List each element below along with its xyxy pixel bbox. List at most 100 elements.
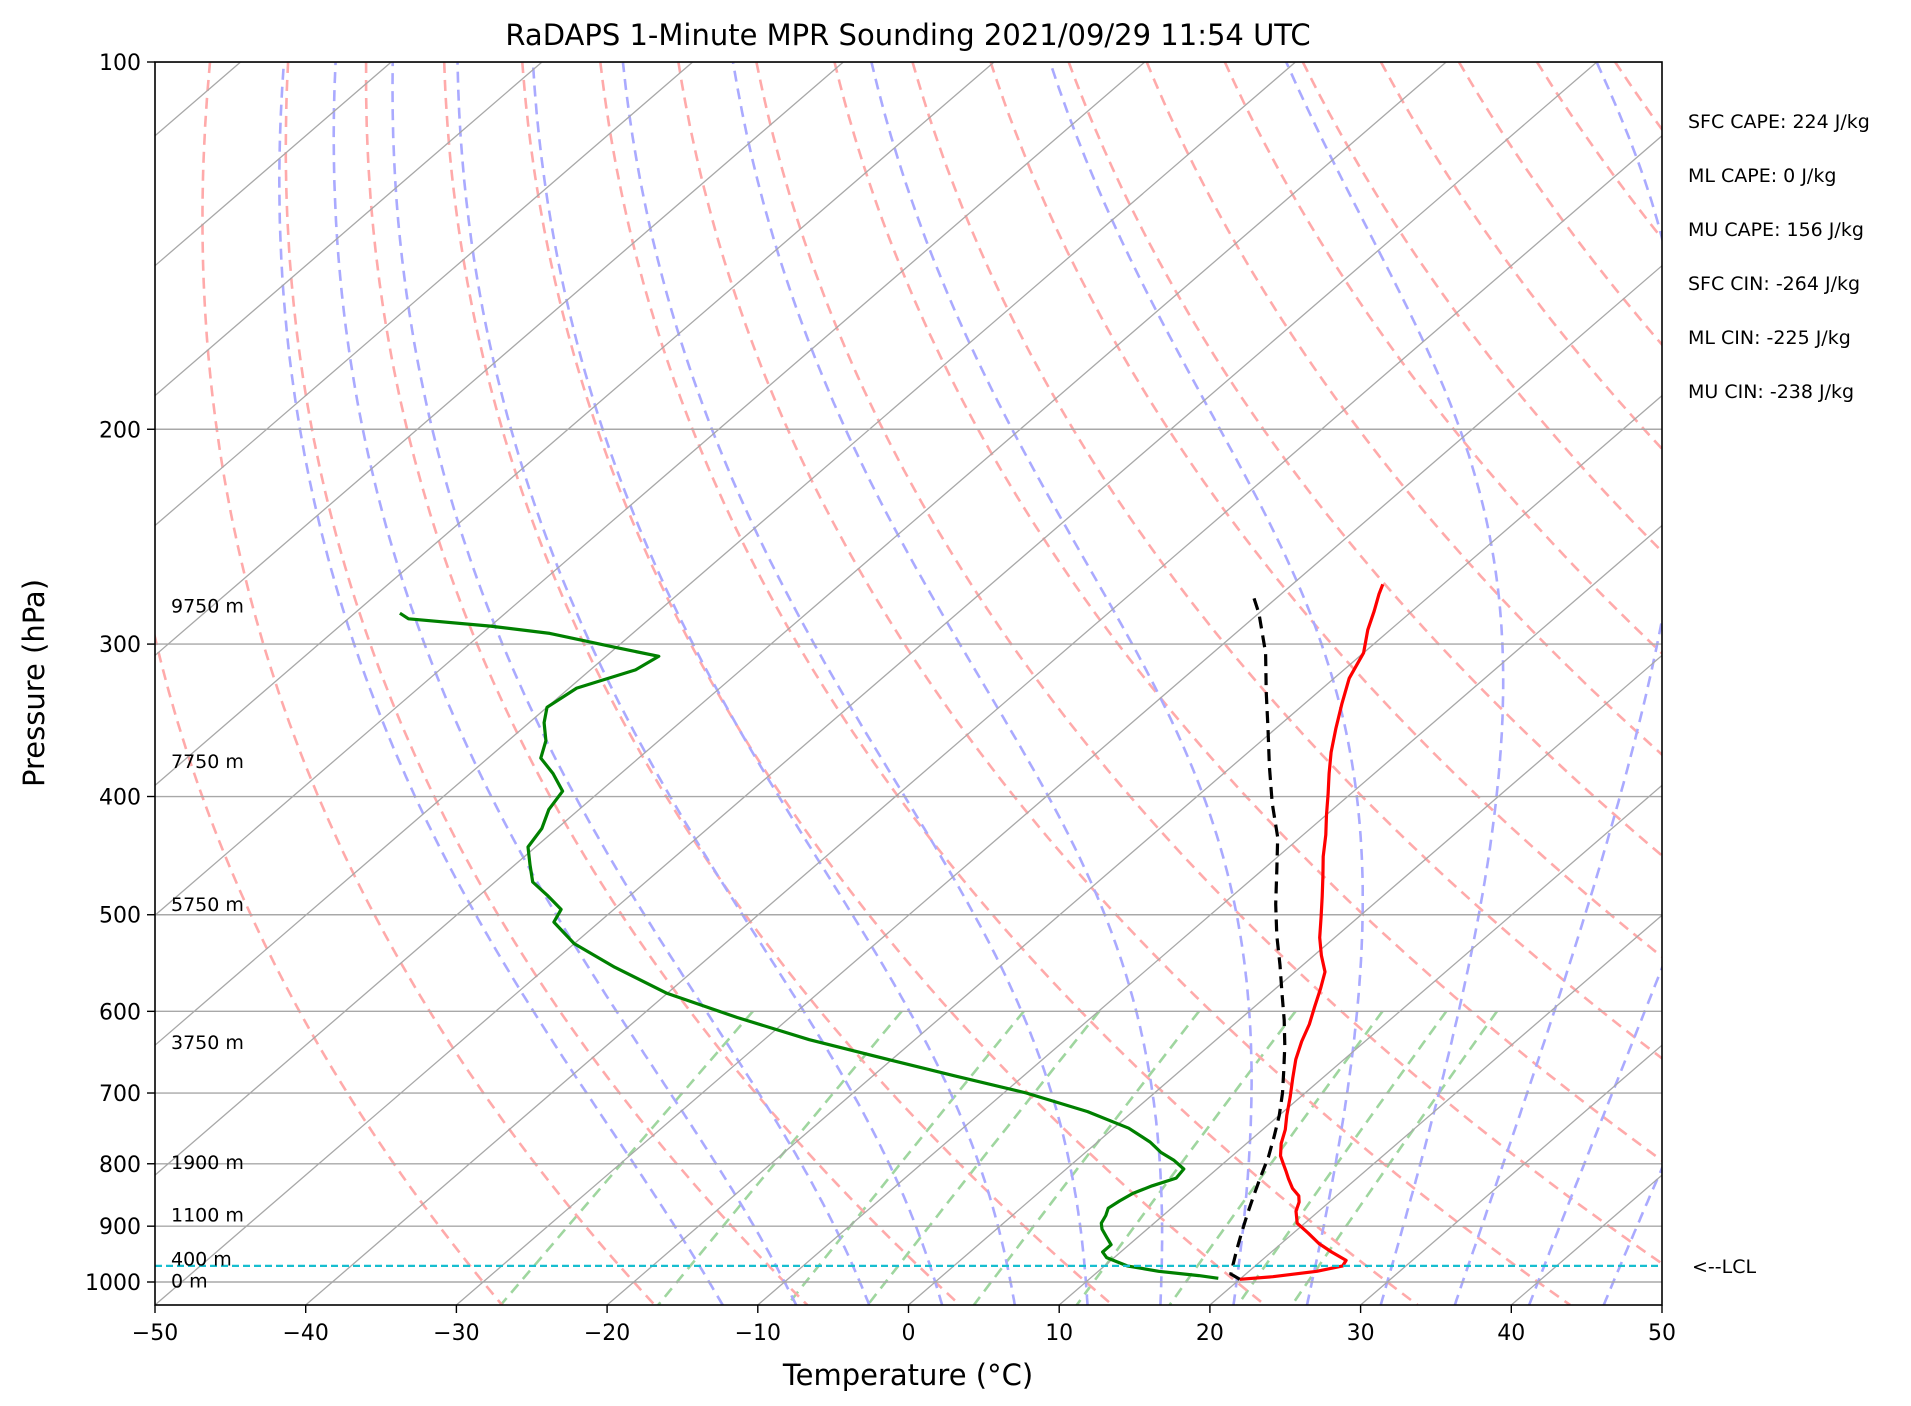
x-tick-label: 40 (1497, 1321, 1525, 1346)
moist-adiabat-line (277, 62, 725, 1305)
height-label: 1900 m (171, 1152, 244, 1174)
moist-adiabat-line (391, 62, 871, 1305)
dry-adiabat-line (364, 62, 961, 1305)
mixing-ratio-line (866, 1010, 1101, 1305)
plot-frame (154, 61, 1663, 1306)
moist-adiabat-line (332, 62, 798, 1305)
dry-adiabat-line (284, 62, 809, 1305)
y-tick-label: 700 (99, 1082, 141, 1107)
x-tick-label: 10 (1045, 1321, 1073, 1346)
height-label: 7750 m (171, 751, 244, 773)
dry-adiabat-line (1301, 62, 1662, 554)
isotherm-line (155, 62, 1447, 1176)
y-tick-label: 800 (99, 1153, 141, 1178)
y-tick-label: 300 (99, 633, 141, 658)
isotherm-line (155, 62, 1598, 1305)
x-axis-label: Temperature (°C) (782, 1358, 1033, 1392)
mixing-ratio-line (657, 1010, 903, 1305)
mixing-ratio-line (1236, 1010, 1448, 1305)
height-label: 1100 m (171, 1204, 244, 1226)
dry-adiabat-line (1614, 62, 1662, 132)
x-tick-label: 50 (1648, 1321, 1676, 1346)
isotherm-line (1661, 1304, 1662, 1305)
temperature-profile-line (1239, 583, 1385, 1281)
moist-adiabat-line (1602, 1164, 1662, 1305)
dry-adiabat-line (1457, 62, 1662, 347)
dry-adiabat-line (755, 62, 1662, 1266)
grid-lines (155, 62, 1662, 1305)
sounding-series (399, 583, 1385, 1281)
dry-adiabat-line (442, 62, 1114, 1305)
dry-adiabats (155, 62, 1911, 1305)
y-tick-label: 200 (99, 418, 141, 443)
y-tick-label: 900 (99, 1215, 141, 1240)
plot-area: 9750 m 7750 m 5750 m 3750 m 1900 m 1100 m 400 … (155, 62, 1911, 1305)
parcel-profile-line (1229, 597, 1287, 1281)
height-labels: 9750 m 7750 m 5750 m 3750 m 1900 m 1100 m 400 … (171, 596, 244, 1293)
isotherm-line (155, 62, 995, 787)
dry-adiabat-line (1693, 62, 1911, 1305)
stat-line: ML CIN: -225 J/kg (1688, 327, 1851, 349)
y-tick-label: 1000 (85, 1271, 141, 1296)
y-axis-ticks: 100 200 300 400 500 600 700 800 900 1000 (85, 51, 155, 1296)
stat-line: ML CAPE: 0 J/kg (1688, 165, 1836, 187)
dry-adiabat-line (599, 62, 1419, 1305)
dry-adiabat-line (1067, 62, 1662, 858)
moist-adiabat-line (1285, 62, 1505, 1305)
lcl-label: <--LCL (1692, 1256, 1756, 1278)
dry-adiabat-line (1379, 62, 1662, 451)
chart-title: RaDAPS 1-Minute MPR Sounding 2021/09/29 … (505, 18, 1310, 52)
moist-adiabat-line (1527, 964, 1662, 1305)
isotherm-line (1058, 784, 1662, 1305)
y-tick-label: 500 (99, 904, 141, 929)
x-tick-label: −50 (132, 1321, 178, 1346)
dry-adiabat-line (989, 62, 1662, 959)
isotherm-line (455, 264, 1662, 1305)
isotherm-line (1360, 1044, 1662, 1305)
dry-adiabat-line (201, 62, 656, 1305)
dry-adiabat-line (677, 62, 1571, 1305)
isotherm-line (1510, 1174, 1662, 1305)
moist-adiabat-line (1678, 62, 1911, 1305)
isotherm-line (1209, 914, 1662, 1305)
moist-adiabat-line (531, 62, 1017, 1305)
moist-adiabat-line (870, 62, 1253, 1305)
moist-adiabats (277, 62, 1911, 1305)
dry-adiabat-line (1223, 62, 1662, 656)
stat-line: SFC CAPE: 224 J/kg (1688, 111, 1870, 133)
x-axis-ticks: −50 −40 −30 −20 −10 0 10 20 30 40 50 (132, 1305, 1676, 1346)
isotherm-line (155, 62, 1296, 1047)
isotherm-line (908, 654, 1662, 1305)
dry-adiabat-line (155, 631, 504, 1305)
height-label: 400 m (171, 1249, 232, 1271)
isotherm-line (606, 394, 1662, 1305)
y-axis-label: Pressure (hPa) (17, 579, 51, 787)
x-tick-label: 30 (1347, 1321, 1375, 1346)
y-tick-label: 100 (99, 51, 141, 76)
isotherm-line (155, 62, 844, 657)
height-label: 5750 m (171, 894, 244, 916)
isotherm-line (305, 134, 1662, 1305)
height-label: 0 m (171, 1270, 208, 1292)
stat-line: MU CIN: -238 J/kg (1688, 381, 1854, 403)
height-label: 9750 m (171, 596, 244, 618)
dry-adiabat-line (1145, 62, 1662, 757)
y-tick-label: 400 (99, 786, 141, 811)
isotherm-line (155, 62, 1146, 917)
moist-adiabat-line (1048, 62, 1364, 1305)
x-tick-label: −10 (735, 1321, 781, 1346)
dry-adiabat-line (1535, 62, 1662, 241)
x-tick-label: 0 (902, 1321, 916, 1346)
dry-adiabat-line (911, 62, 1662, 1060)
mixing-ratio-line (786, 1010, 1025, 1305)
dry-adiabat-line (1771, 62, 1911, 1305)
moist-adiabat-line (456, 62, 944, 1305)
y-tick-label: 600 (99, 1000, 141, 1025)
dewpoint-profile-line (399, 611, 1219, 1280)
x-tick-label: −30 (433, 1321, 479, 1346)
x-tick-label: 20 (1196, 1321, 1224, 1346)
stability-stats: SFC CAPE: 224 J/kg ML CAPE: 0 J/kg MU CAPE… (1688, 111, 1870, 403)
height-label: 3750 m (171, 1032, 244, 1054)
isotherm-line (155, 62, 392, 267)
